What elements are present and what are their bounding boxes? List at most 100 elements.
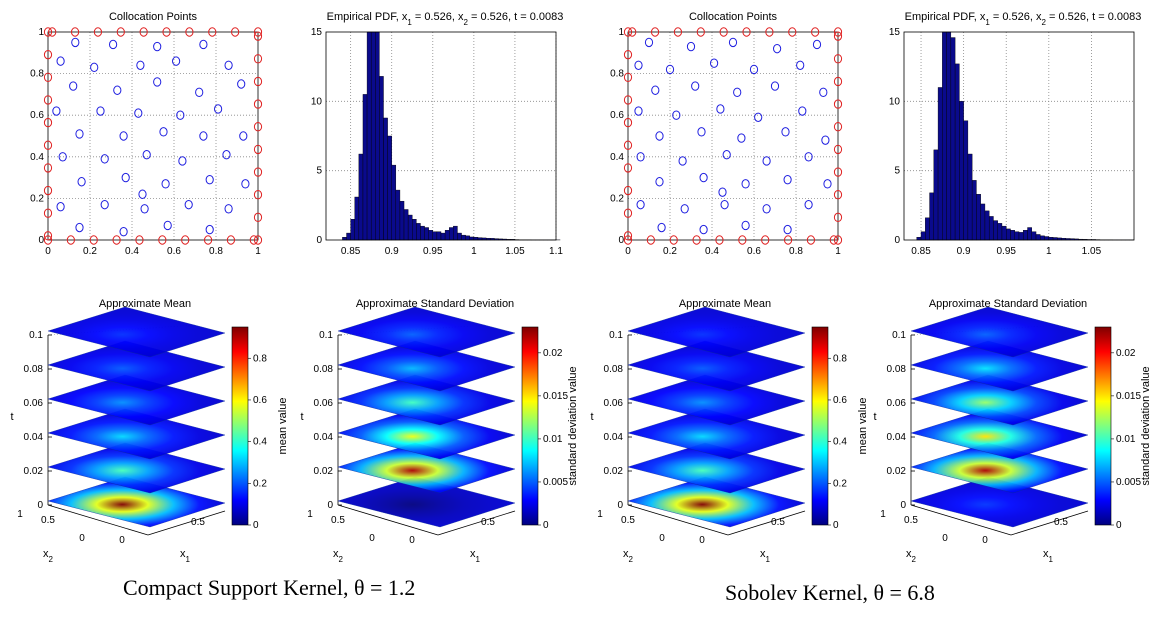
y-tick-label: 0.4	[610, 152, 624, 163]
interior-point	[716, 104, 725, 114]
boundary-point	[833, 190, 843, 200]
time-slice	[337, 408, 516, 460]
colorbar-tick-label: 0.015	[543, 391, 568, 402]
y-tick-label: 5	[316, 166, 322, 177]
interior-point	[75, 222, 84, 233]
time-slice	[627, 408, 806, 460]
histogram-bar	[428, 230, 433, 241]
interior-point	[172, 56, 181, 66]
histogram-bar	[350, 218, 355, 241]
histogram-bar	[444, 230, 450, 241]
boundary-point	[673, 27, 683, 37]
y-tick-label: 15	[311, 27, 323, 38]
boundary-point	[43, 95, 53, 105]
boundary-point	[738, 235, 747, 245]
colorbar	[1094, 326, 1112, 526]
interior-point	[773, 43, 782, 54]
interior-point	[138, 189, 147, 199]
csk-collocation-panel: Collocation Points 0 0.2 0.4 0.6 0.8 1 0 0.2 0.4 0…	[0, 0, 280, 260]
x-tick-label: 0.85	[911, 246, 931, 257]
interior-point	[634, 60, 643, 70]
boundary-point	[623, 49, 633, 60]
x-tick-label: 0.5	[1054, 517, 1068, 528]
interior-point	[697, 127, 706, 137]
interior-point	[75, 129, 84, 139]
interior-point	[119, 226, 128, 237]
interior-point	[741, 179, 750, 189]
chart-title: Approximate Mean	[679, 298, 771, 310]
interior-point	[224, 60, 233, 70]
y-axis-label: x2	[333, 548, 344, 564]
boundary-point	[623, 185, 633, 196]
histogram-bar	[993, 220, 998, 241]
interior-point	[184, 199, 193, 210]
histogram-bar	[1010, 230, 1015, 241]
boundary-point	[253, 31, 263, 41]
x-tick-label: 0.95	[996, 246, 1016, 257]
colorbar-tick-label: 0.2	[833, 478, 847, 489]
interior-point	[728, 37, 738, 48]
interior-point	[100, 154, 109, 164]
interior-point	[109, 39, 118, 50]
boundary-point	[43, 208, 53, 218]
interior-point	[77, 177, 86, 187]
time-slice	[910, 408, 1089, 460]
csk-pdf-chart: Empirical PDF, x1 = 0.526, x2 = 0.526, t…	[311, 11, 564, 257]
histogram-bar	[395, 189, 401, 241]
z-tick-label: 0.1	[29, 330, 43, 341]
interior-point	[783, 224, 792, 235]
interior-point	[636, 152, 645, 162]
y-tick-label: 0.5	[621, 515, 635, 526]
y-tick-label: 5	[894, 166, 900, 177]
time-slice	[337, 374, 516, 426]
boundary-point	[43, 72, 53, 82]
colorbar-tick-label: 0.8	[253, 353, 267, 364]
interior-point	[58, 152, 67, 162]
interior-point	[804, 199, 813, 210]
interior-point	[69, 81, 78, 91]
interior-point	[823, 179, 832, 189]
histogram-bar	[366, 31, 372, 241]
caption-sobolev: Sobolev Kernel, θ = 6.8	[725, 580, 935, 605]
histogram-bar	[420, 225, 425, 241]
interior-point	[672, 110, 681, 120]
x-axis-label: x1	[470, 548, 481, 564]
boundary-point	[715, 235, 724, 245]
z-tick-label: 0.08	[604, 364, 624, 375]
boundary-point	[231, 27, 240, 37]
boundary-point	[158, 235, 167, 245]
histogram-bar	[412, 218, 417, 241]
boundary-point	[623, 72, 633, 82]
boundary-point	[806, 235, 816, 245]
boundary-point	[66, 235, 75, 245]
boundary-point	[162, 27, 171, 37]
y-tick-label: 10	[889, 96, 901, 107]
histogram-bar	[967, 153, 973, 241]
interior-point	[737, 133, 746, 143]
x-tick-label: 0	[45, 246, 51, 257]
interior-point	[762, 204, 771, 214]
interior-point	[655, 131, 664, 141]
colorbar-tick-label: 0.4	[253, 437, 267, 448]
interior-point	[718, 187, 727, 197]
z-tick-label: 0.08	[24, 364, 44, 375]
boundary-point	[253, 190, 263, 200]
csk-collocation-chart: Collocation Points 0 0.2 0.4 0.6 0.8 1 0 0.2 0.4 0…	[30, 11, 263, 257]
interior-point	[680, 204, 689, 214]
time-slice	[627, 306, 806, 358]
boundary-point	[833, 122, 843, 132]
sob-std-chart: Approximate Standard Deviation 0 0.02 0.04 0…	[873, 298, 1152, 564]
x-tick-label: 0.95	[423, 246, 443, 257]
chart-title: Approximate Mean	[99, 298, 191, 310]
time-slice	[337, 442, 516, 494]
interior-point	[224, 204, 233, 214]
x-tick-label: 0.6	[167, 246, 181, 257]
boundary-point	[669, 235, 678, 245]
boundary-point	[139, 27, 148, 37]
histogram-bar	[473, 237, 479, 241]
interior-point	[699, 172, 708, 183]
boundary-point	[253, 212, 263, 223]
histogram-bar	[963, 120, 969, 241]
boundary-point	[761, 235, 770, 245]
boundary-point	[833, 76, 843, 87]
